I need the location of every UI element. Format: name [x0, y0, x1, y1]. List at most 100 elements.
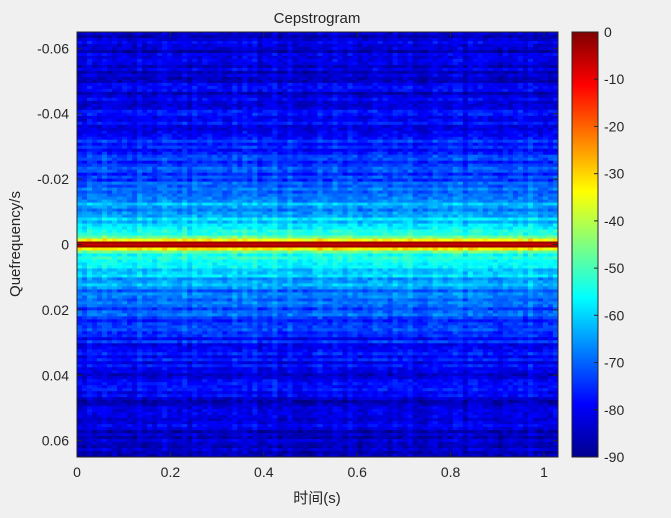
heatmap-cell [167, 355, 173, 359]
heatmap-cell [117, 151, 123, 156]
heatmap-cell [197, 238, 203, 243]
heatmap-cell [242, 115, 248, 120]
heatmap-cell [182, 175, 188, 180]
heatmap-cell [77, 436, 83, 440]
heatmap-cell [197, 262, 203, 267]
heatmap-cell [217, 229, 223, 234]
heatmap-cell [102, 214, 108, 219]
heatmap-cell [92, 127, 98, 132]
heatmap-cell [117, 139, 123, 144]
heatmap-cell [92, 79, 98, 84]
heatmap-cell [197, 163, 203, 168]
heatmap-cell [117, 310, 123, 314]
heatmap-cell [232, 283, 238, 288]
heatmap-cell [137, 64, 143, 69]
heatmap-cell [182, 40, 188, 45]
heatmap-cell [97, 163, 103, 168]
heatmap-cell [207, 451, 213, 455]
heatmap-cell [87, 178, 93, 183]
heatmap-cell [122, 46, 128, 51]
heatmap-cell [82, 355, 88, 359]
heatmap-cell [162, 283, 168, 288]
heatmap-cell [132, 82, 138, 87]
heatmap-cell [77, 433, 83, 437]
heatmap-cell [117, 91, 123, 96]
heatmap-cell [167, 307, 173, 311]
heatmap-cell [227, 415, 233, 419]
heatmap-cell [187, 127, 193, 132]
heatmap-cell [107, 370, 113, 374]
heatmap-cell [92, 76, 98, 81]
heatmap-cell [97, 40, 103, 45]
heatmap-cell [97, 58, 103, 63]
heatmap-cell [192, 235, 198, 240]
heatmap-cell [147, 364, 153, 368]
heatmap-cell [202, 112, 208, 117]
heatmap-cell [232, 292, 238, 296]
heatmap-cell [132, 325, 138, 329]
heatmap-cell [207, 142, 213, 147]
heatmap-cell [112, 196, 118, 201]
heatmap-cell [232, 241, 238, 246]
heatmap-cell [77, 280, 83, 285]
heatmap-cell [187, 403, 193, 407]
heatmap-cell [192, 433, 198, 437]
heatmap-cell [252, 97, 258, 102]
heatmap-cell [127, 265, 133, 270]
heatmap-cell [92, 439, 98, 443]
heatmap-cell [147, 331, 153, 335]
heatmap-cell [92, 259, 98, 264]
heatmap-cell [247, 253, 253, 258]
heatmap-cell [102, 424, 108, 428]
heatmap-cell [102, 382, 108, 386]
heatmap-cell [157, 319, 163, 323]
heatmap-cell [147, 346, 153, 350]
heatmap-cell [207, 127, 213, 132]
heatmap-cell [117, 274, 123, 279]
heatmap-cell [177, 406, 183, 410]
heatmap-cell [242, 322, 248, 326]
heatmap-cell [172, 304, 178, 308]
heatmap-cell [227, 364, 233, 368]
heatmap-cell [172, 184, 178, 189]
heatmap-cell [252, 43, 258, 48]
heatmap-cell [112, 211, 118, 216]
heatmap-cell [192, 364, 198, 368]
heatmap-cell [187, 124, 193, 129]
heatmap-cell [182, 73, 188, 78]
heatmap-cell [107, 241, 113, 246]
heatmap-cell [167, 100, 173, 105]
heatmap-cell [122, 217, 128, 222]
heatmap-cell [172, 172, 178, 177]
heatmap-cell [247, 196, 253, 201]
heatmap-cell [127, 49, 133, 54]
heatmap-cell [232, 277, 238, 282]
heatmap-cell [127, 355, 133, 359]
heatmap-cell [162, 40, 168, 45]
heatmap-cell [112, 400, 118, 404]
heatmap-cell [167, 79, 173, 84]
heatmap-cell [157, 346, 163, 350]
heatmap-cell [137, 280, 143, 285]
heatmap-cell [177, 409, 183, 413]
heatmap-cell [157, 355, 163, 359]
heatmap-cell [137, 370, 143, 374]
heatmap-cell [187, 244, 193, 249]
heatmap-cell [202, 157, 208, 162]
heatmap-cell [182, 178, 188, 183]
heatmap-cell [237, 298, 243, 302]
heatmap-cell [162, 202, 168, 207]
heatmap-cell [77, 448, 83, 452]
heatmap-cell [182, 97, 188, 102]
heatmap-cell [237, 385, 243, 389]
heatmap-cell [192, 217, 198, 222]
heatmap-cell [77, 418, 83, 422]
heatmap-cell [122, 421, 128, 425]
heatmap-cell [92, 133, 98, 138]
heatmap-cell [192, 382, 198, 386]
heatmap-cell [172, 301, 178, 305]
heatmap-cell [202, 64, 208, 69]
heatmap-cell [217, 253, 223, 258]
heatmap-cell [117, 349, 123, 353]
heatmap-cell [87, 301, 93, 305]
